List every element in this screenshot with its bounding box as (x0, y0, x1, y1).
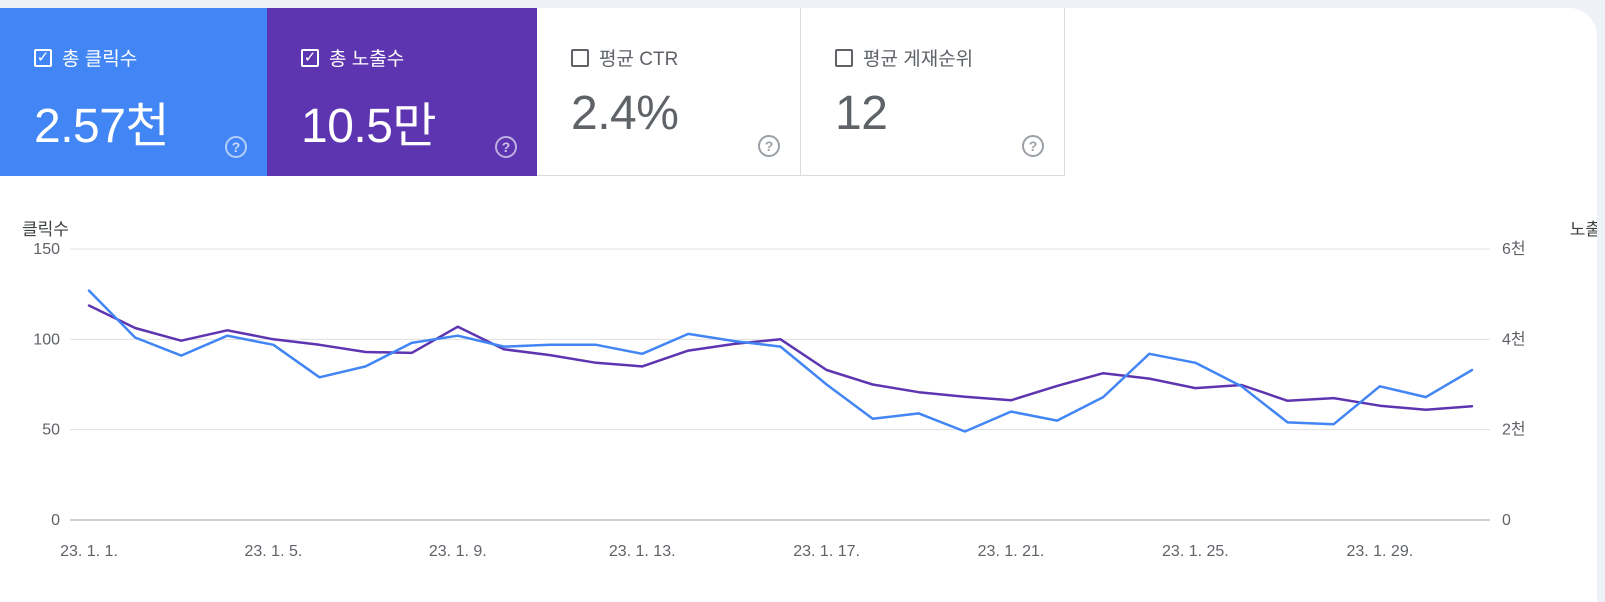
left-axis-tick-label: 150 (33, 241, 60, 258)
right-axis-tick-label: 2천 (1502, 421, 1526, 439)
help-icon[interactable]: ? (225, 136, 247, 158)
card-header: 평균 CTR (571, 44, 678, 71)
card-header: ✓ 총 클릭수 (34, 44, 137, 71)
checkbox-checked-icon[interactable]: ✓ (34, 48, 52, 67)
checkbox-unchecked-icon[interactable] (571, 48, 589, 67)
left-axis-tick-label: 50 (42, 422, 60, 439)
help-icon[interactable]: ? (1022, 135, 1044, 157)
right-axis-title: 노출 (1569, 220, 1597, 239)
card-total-clicks[interactable]: ✓ 총 클릭수 2.57천 ? (0, 8, 267, 176)
card-label: 평균 게재순위 (863, 49, 974, 70)
card-average-ctr[interactable]: 평균 CTR 2.4% ? (537, 8, 801, 176)
card-label: 평균 CTR (599, 49, 679, 70)
card-value: 12 (835, 87, 888, 140)
x-axis-tick-label: 23. 1. 5. (244, 543, 302, 560)
help-icon[interactable]: ? (495, 136, 517, 158)
card-value: 10.5만 (301, 100, 437, 153)
card-value: 2.4% (571, 87, 679, 140)
card-average-position[interactable]: 평균 게재순위 12 ? (801, 8, 1065, 176)
card-header: ✓ 총 노출수 (301, 44, 404, 71)
checkbox-checked-icon[interactable]: ✓ (301, 48, 319, 67)
help-icon[interactable]: ? (758, 135, 780, 157)
left-axis-tick-label: 0 (51, 512, 60, 529)
x-axis-tick-label: 23. 1. 25. (1162, 543, 1229, 560)
right-axis-tick-label: 0 (1502, 512, 1511, 529)
impressions-series-line[interactable] (87, 304, 1474, 412)
checkbox-unchecked-icon[interactable] (835, 48, 853, 67)
right-axis-tick-label: 4천 (1502, 330, 1526, 348)
clicks-series-line[interactable] (87, 289, 1474, 433)
x-axis-tick-label: 23. 1. 9. (429, 543, 487, 560)
left-axis-tick-label: 100 (33, 331, 60, 348)
card-header: 평균 게재순위 (835, 44, 973, 71)
performance-panel: ✓ 총 클릭수 2.57천 ? ✓ 총 노출수 10.5만 ? 평균 CTR 2… (0, 8, 1597, 602)
right-axis-tick-label: 6천 (1502, 240, 1526, 258)
x-axis-tick-label: 23. 1. 29. (1346, 543, 1413, 560)
x-axis-tick-label: 23. 1. 21. (978, 543, 1045, 560)
card-value: 2.57천 (34, 100, 170, 153)
left-axis-title: 클릭수 (22, 220, 69, 239)
x-axis-tick-label: 23. 1. 13. (609, 543, 676, 560)
card-label: 총 노출수 (329, 49, 405, 70)
metric-cards: ✓ 총 클릭수 2.57천 ? ✓ 총 노출수 10.5만 ? 평균 CTR 2… (0, 8, 1065, 176)
x-axis-tick-label: 23. 1. 17. (793, 543, 860, 560)
card-total-impressions[interactable]: ✓ 총 노출수 10.5만 ? (267, 8, 537, 176)
card-label: 총 클릭수 (62, 49, 138, 70)
x-axis-tick-label: 23. 1. 1. (60, 543, 118, 560)
